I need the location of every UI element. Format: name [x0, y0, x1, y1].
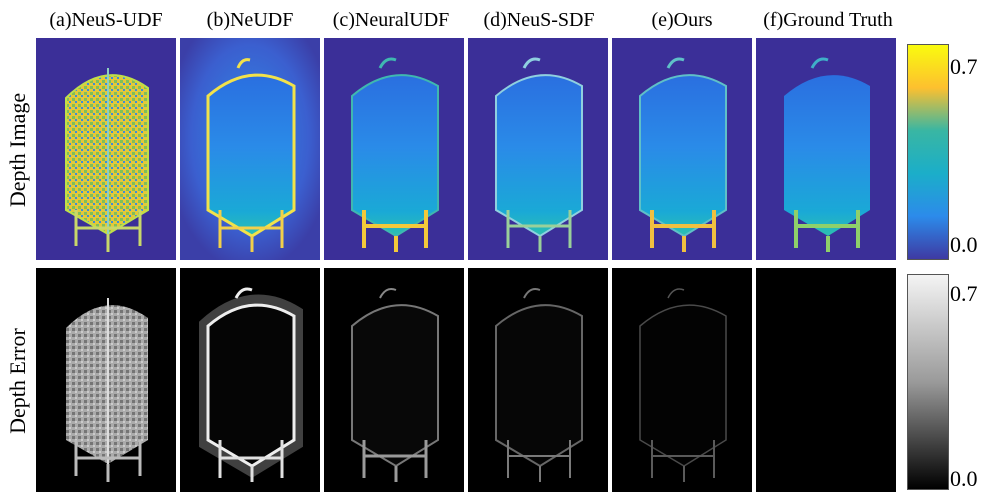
- depth-colorbar-max-label: 0.7: [950, 54, 978, 79]
- error-image-ours: [612, 268, 752, 492]
- error-panel-ground-truth: [756, 268, 896, 492]
- depth-colorbar: [907, 44, 949, 260]
- depth-image-neuraludf: [324, 38, 464, 260]
- error-panel-neus-sdf: [468, 268, 608, 492]
- depth-panel-neus-udf: [36, 38, 176, 260]
- column-title-neuraludf: (c)NeuralUDF: [332, 9, 450, 31]
- depth-image-ground-truth: [756, 38, 896, 260]
- column-title-neus-sdf: (d)NeuS-SDF: [483, 9, 595, 31]
- error-image-ground-truth: [756, 268, 896, 492]
- depth-image-neudf: [180, 38, 320, 260]
- depth-panel-neuraludf: [324, 38, 464, 260]
- column-title-neus-udf: (a)NeuS-UDF: [49, 9, 163, 31]
- column-title-neudf: (b)NeUDF: [206, 9, 294, 31]
- depth-panel-neus-sdf: [468, 38, 608, 260]
- error-colorbar-min-label: 0.0: [950, 466, 978, 491]
- error-panel-neus-udf: [36, 268, 176, 492]
- error-panel-ours: [612, 268, 752, 492]
- column-title-ours: (e)Ours: [651, 9, 713, 31]
- error-colorbar-max-label: 0.7: [950, 281, 978, 306]
- error-image-neus-sdf: [468, 268, 608, 492]
- depth-image-neus-udf: [36, 38, 176, 260]
- depth-panel-neudf: [180, 38, 320, 260]
- row-title-depth-image: Depth Image: [5, 92, 30, 208]
- error-image-neus-udf: [36, 268, 176, 492]
- depth-panel-ours: [612, 38, 752, 260]
- depth-image-neus-sdf: [468, 38, 608, 260]
- error-colorbar: [907, 274, 949, 490]
- depth-panel-ground-truth: [756, 38, 896, 260]
- error-panel-neudf: [180, 268, 320, 492]
- error-image-neuraludf: [324, 268, 464, 492]
- row-title-depth-error: Depth Error: [5, 328, 30, 434]
- depth-colorbar-min-label: 0.0: [950, 232, 978, 257]
- column-title-ground-truth: (f)Ground Truth: [763, 9, 893, 31]
- error-panel-neuraludf: [324, 268, 464, 492]
- error-image-neudf: [180, 268, 320, 492]
- depth-image-ours: [612, 38, 752, 260]
